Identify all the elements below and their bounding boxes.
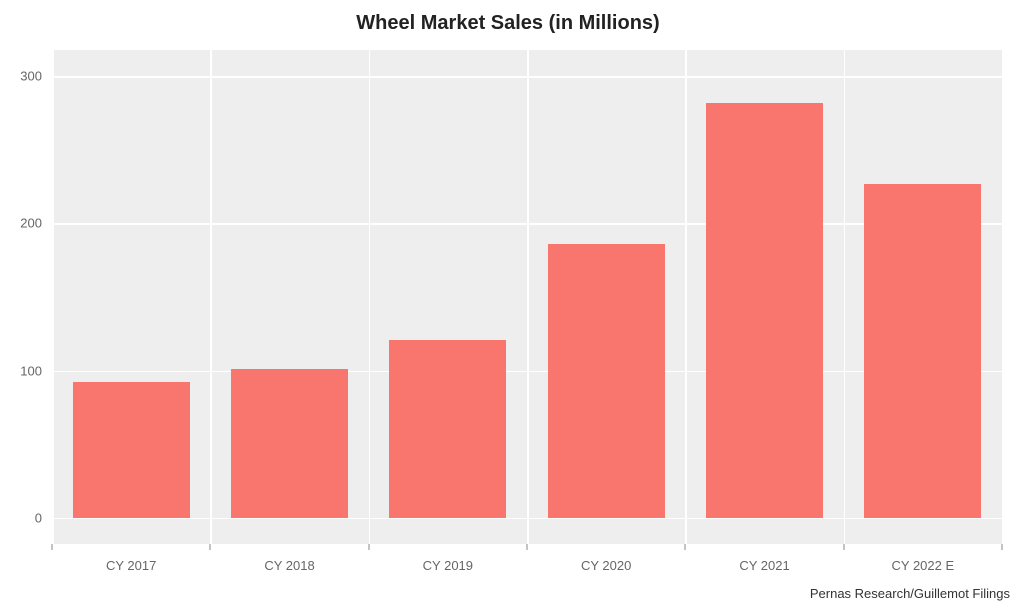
x-tick-label: CY 2018 <box>264 558 314 573</box>
x-gridline <box>844 50 846 544</box>
x-gridline <box>527 50 529 544</box>
bar <box>389 340 506 518</box>
bar <box>548 244 665 517</box>
x-tick-mark <box>1002 544 1003 550</box>
x-tick-label: CY 2019 <box>423 558 473 573</box>
bar <box>864 184 981 518</box>
x-tick-mark <box>527 544 528 550</box>
y-tick-label: 100 <box>0 363 42 378</box>
chart-container: Wheel Market Sales (in Millions) 0 100 200… <box>0 0 1016 605</box>
bar <box>706 103 823 518</box>
x-tick-label: CY 2021 <box>739 558 789 573</box>
x-tick-mark <box>368 544 369 550</box>
bar <box>73 382 190 517</box>
x-tick-mark <box>685 544 686 550</box>
y-tick-label: 0 <box>0 510 42 525</box>
x-gridline <box>1002 50 1004 544</box>
x-gridline <box>685 50 687 544</box>
y-tick-label: 200 <box>0 216 42 231</box>
x-gridline <box>52 50 54 544</box>
chart-credit: Pernas Research/Guillemot Filings <box>810 586 1010 601</box>
x-tick-mark <box>843 544 844 550</box>
x-tick-mark <box>210 544 211 550</box>
plot-area <box>52 50 1002 544</box>
x-tick-label: CY 2022 E <box>892 558 955 573</box>
x-tick-label: CY 2017 <box>106 558 156 573</box>
x-tick-mark <box>52 544 53 550</box>
x-gridline <box>369 50 371 544</box>
bar <box>231 369 348 517</box>
x-gridline <box>210 50 212 544</box>
y-tick-label: 300 <box>0 69 42 84</box>
x-tick-label: CY 2020 <box>581 558 631 573</box>
chart-title: Wheel Market Sales (in Millions) <box>0 12 1016 35</box>
